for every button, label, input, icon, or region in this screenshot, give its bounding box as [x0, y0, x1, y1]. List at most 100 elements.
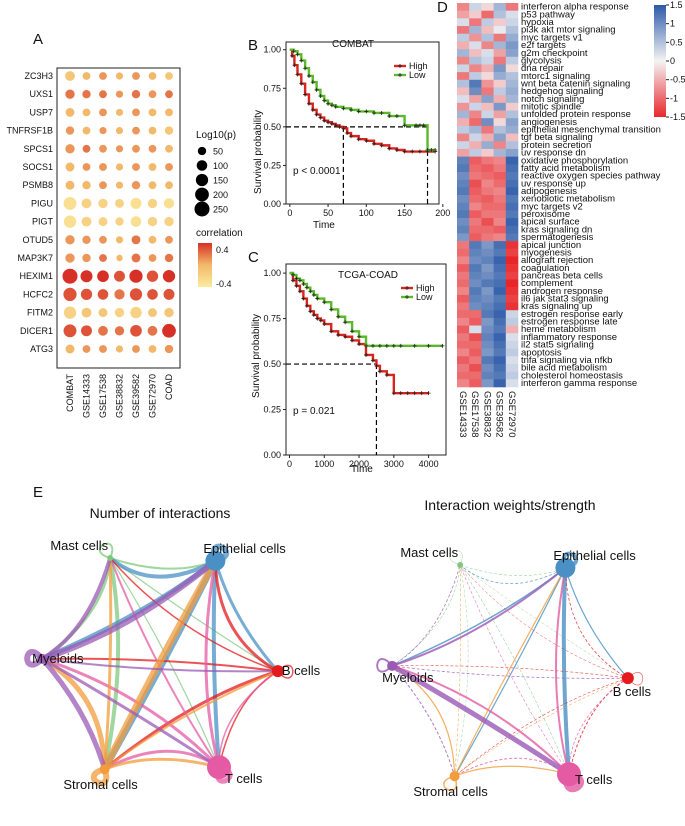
heatmap-cell	[469, 195, 482, 203]
heatmap-row-label: oxidative phosphorylation	[521, 155, 628, 166]
heatmap-cell	[493, 49, 507, 58]
heatmap-cell	[481, 333, 494, 342]
node-b-cells	[621, 672, 634, 685]
censor-mark	[301, 296, 306, 301]
heatmap-cell	[493, 125, 507, 134]
censor-mark	[391, 391, 396, 396]
heatmap-cell	[493, 10, 507, 19]
heatmap-cell	[457, 233, 470, 242]
censor-mark	[379, 143, 384, 148]
y-tick-label: 0.25	[263, 160, 281, 170]
interaction-edge	[103, 670, 279, 770]
censor-mark	[315, 296, 320, 301]
heatmap-cell	[481, 10, 494, 19]
heatmap-cell	[457, 363, 470, 372]
heatmap-cell	[481, 164, 494, 173]
x-tick-label: 2000	[349, 459, 369, 469]
interaction-edge	[564, 567, 629, 679]
heatmap-cell	[493, 41, 507, 50]
heatmap-row-label: tgf beta signaling	[521, 132, 593, 143]
heatmap-cell	[481, 294, 494, 303]
heatmap-cell	[493, 72, 507, 81]
heatmap-row-label: mtorc1 signaling	[521, 71, 590, 82]
correlation-dot	[165, 144, 173, 153]
heatmap-cell	[457, 87, 470, 96]
heatmap-cell	[457, 72, 470, 81]
censor-mark	[421, 123, 426, 128]
correlation-dot	[165, 181, 173, 190]
gene-label: OTUD5	[22, 235, 53, 245]
heatmap-cell	[493, 95, 507, 104]
heatmap-row-label: myogenesis	[521, 247, 572, 258]
heatmap-cell	[481, 379, 494, 388]
heatmap-cell	[505, 287, 519, 296]
legend-censor	[398, 64, 402, 68]
correlation-dot	[162, 270, 176, 283]
heatmap-cell	[505, 256, 519, 265]
heatmap-cell	[505, 195, 519, 203]
correlation-dot	[81, 198, 92, 209]
censor-mark	[308, 289, 313, 294]
gene-label: HCFC2	[23, 289, 53, 299]
heatmap-cell	[493, 210, 507, 219]
correlation-dot	[99, 254, 107, 262]
size-legend-label: 250	[213, 205, 228, 215]
correlation-dot	[115, 236, 124, 244]
heatmap-cell	[505, 125, 519, 134]
interaction-edge	[213, 560, 279, 673]
heatmap-cell	[457, 241, 470, 250]
censor-mark	[311, 292, 316, 297]
gene-label: PSMB8	[22, 180, 53, 190]
size-legend-dot	[196, 160, 208, 171]
correlation-dot	[114, 289, 125, 300]
y-tick-label: 1.00	[263, 45, 281, 55]
node-label: T cells	[575, 772, 613, 787]
heatmap-cell	[505, 340, 519, 349]
heatmap-cell	[469, 310, 482, 319]
heatmap-cell	[505, 141, 519, 150]
correlation-dot	[81, 325, 92, 337]
correlation-dot	[82, 181, 91, 190]
heatmap-cell	[505, 102, 519, 111]
heatmap-cell	[457, 49, 470, 58]
self-loop	[277, 664, 294, 679]
heatmap-cell	[469, 333, 482, 342]
heatmap-cell	[493, 233, 507, 242]
correlation-dot	[130, 197, 142, 209]
censor-mark	[291, 49, 296, 54]
self-loop	[90, 766, 110, 787]
heatmap-cell	[469, 279, 482, 288]
heatmap-cell	[469, 141, 482, 150]
censor-mark	[364, 109, 369, 114]
correlation-dot	[65, 162, 75, 172]
correlation-dot	[162, 323, 176, 338]
correlation-dot	[148, 90, 157, 99]
heatmap-row-label: kras signaling dn	[521, 224, 592, 235]
heatmap-cell	[481, 195, 494, 203]
node-epithelial-cells	[555, 557, 576, 578]
heatmap-row-label: uv response up	[521, 178, 586, 189]
heatmap-cell	[493, 325, 507, 334]
correlation-dot	[99, 127, 107, 135]
censor-mark	[384, 372, 389, 377]
censor-mark	[349, 134, 354, 139]
heatmap-row-label: kras signaling up	[521, 301, 592, 312]
heatmap-cell	[493, 26, 507, 35]
correlation-dot	[132, 144, 140, 153]
heatmap-cell	[481, 102, 494, 111]
heatmap-cell	[457, 171, 470, 180]
y-tick-label: 1.00	[263, 268, 281, 278]
heatmap-cell	[469, 271, 482, 280]
heatmap-cell	[493, 371, 507, 380]
node-label: Stromal cells	[413, 784, 488, 799]
interaction-edge	[460, 564, 566, 576]
correlation-dot	[63, 287, 77, 301]
heatmap-row-label: tnfa signaling via nfkb	[521, 355, 612, 366]
correlation-dot	[148, 181, 157, 190]
cell-interaction-networks: Number of interactions Interaction weigh…	[24, 497, 651, 799]
heatmap-cell	[493, 187, 507, 196]
dataset-label: COMBAT	[65, 374, 75, 412]
heatmap-row-label: apoptosis	[521, 347, 562, 358]
heatmap-cell	[469, 148, 482, 157]
color-legend-bar	[198, 243, 212, 287]
